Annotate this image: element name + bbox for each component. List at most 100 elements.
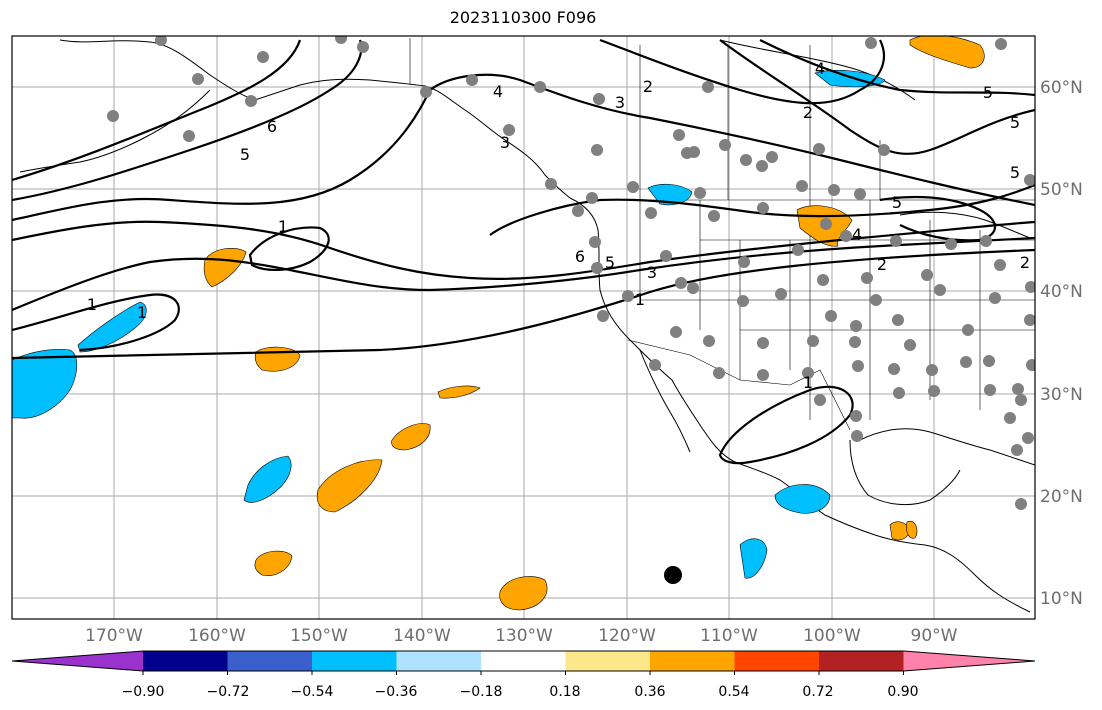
lon-label: 150°W	[290, 626, 348, 646]
contour-3	[12, 220, 1035, 280]
borders	[409, 38, 1035, 431]
contour-4	[12, 73, 1035, 222]
contour-label: 2	[877, 255, 887, 274]
contour-2	[12, 236, 1035, 312]
station-dots	[107, 36, 1035, 510]
lat-label: 20°N	[1040, 487, 1083, 507]
contour-label: 2	[1020, 253, 1030, 272]
plot-title: 2023110300 F096	[449, 8, 597, 27]
contour-label: 5	[892, 193, 902, 212]
contour-5b	[489, 183, 1035, 236]
contour-low-center	[248, 226, 330, 271]
contour-label: 5	[605, 253, 615, 272]
contour-label: 4	[852, 225, 862, 244]
lon-label: 100°W	[803, 626, 861, 646]
gulf-coast	[859, 428, 1035, 466]
lat-label: 60°N	[1040, 78, 1083, 98]
colorbar-segment	[227, 651, 313, 671]
colorbar-segment	[143, 651, 228, 671]
lat-label: 40°N	[1040, 282, 1083, 302]
contour-label: 6	[575, 247, 585, 266]
lon-label: 90°W	[911, 626, 958, 646]
orange-area-3	[437, 385, 481, 399]
negative-anomaly-fills	[12, 70, 886, 579]
colorbar	[11, 650, 1036, 675]
blue-area-west	[12, 349, 78, 419]
lon-label: 110°W	[700, 626, 758, 646]
colorbar-label: −0.54	[291, 684, 334, 700]
contour-label: 1	[87, 295, 97, 314]
contour-label: 5	[240, 145, 250, 164]
colorbar-segment	[396, 651, 482, 671]
contour-mexico	[718, 385, 854, 465]
orange-area-9	[909, 36, 985, 69]
colorbar-label: 0.54	[718, 684, 749, 700]
contour-lines	[12, 38, 1035, 465]
lat-label: 50°N	[1040, 180, 1083, 200]
colorbar-label: 0.18	[549, 684, 580, 700]
orange-area-1	[203, 247, 247, 288]
hudson-bay	[719, 39, 916, 101]
contour-label: 3	[500, 133, 510, 152]
contour-label: 1	[635, 290, 645, 309]
us-state-lines	[639, 200, 1035, 420]
colorbar-extend-min	[12, 651, 143, 671]
florida-yucatan	[849, 439, 961, 505]
colorbar-segment	[650, 651, 735, 671]
latitude-labels: 60°N 50°N 40°N 30°N 20°N 10°N	[1040, 78, 1083, 609]
aleutian-chain	[19, 89, 211, 173]
lat-label: 10°N	[1040, 589, 1083, 609]
contour-label: 1	[137, 303, 147, 322]
baja-peninsula	[639, 349, 691, 453]
lon-label: 130°W	[495, 626, 553, 646]
us-mexico-border	[627, 339, 851, 431]
great-lakes	[899, 211, 1031, 239]
colorbar-label: 0.90	[887, 684, 918, 700]
colorbar-segment	[481, 651, 566, 671]
positive-anomaly-fills	[203, 36, 985, 611]
contour-east-5	[759, 39, 1035, 97]
colorbar-label: 0.36	[634, 684, 665, 700]
contour-label: 5	[1010, 113, 1020, 132]
colorbar-segment	[312, 651, 397, 671]
lat-label: 30°N	[1040, 385, 1083, 405]
colorbar-segment	[734, 651, 820, 671]
colorbar-segment	[819, 651, 904, 671]
colorbar-label: 0.72	[802, 684, 833, 700]
colorbar-label: −0.18	[460, 684, 503, 700]
contour-label: 1	[803, 373, 813, 392]
blue-area-offshore	[739, 538, 768, 579]
colorbar-label: −0.90	[122, 684, 165, 700]
orange-area-6	[254, 550, 293, 576]
colorbar-labels: −0.90 −0.72 −0.54 −0.36 −0.18 0.18 0.36 …	[122, 684, 919, 700]
coastlines	[19, 39, 1035, 613]
contour-label: 6	[267, 117, 277, 136]
colorbar-label: −0.72	[207, 684, 250, 700]
canada-province-lines	[639, 45, 881, 200]
contour-1-low	[12, 248, 1035, 360]
contour-6	[12, 39, 302, 182]
orange-area-11	[906, 520, 918, 539]
pacific-coast	[569, 197, 1031, 613]
colorbar-label: −0.36	[375, 684, 418, 700]
orange-area-2	[254, 346, 301, 372]
lon-label: 120°W	[598, 626, 656, 646]
lon-label: 160°W	[188, 626, 246, 646]
contour-gulf-low	[879, 195, 997, 242]
contour-label: 3	[647, 263, 657, 282]
orange-area-7	[499, 576, 548, 611]
contour-east-canada-2	[599, 38, 885, 105]
lon-label: 170°W	[85, 626, 143, 646]
contour-label: 4	[493, 82, 503, 101]
contour-label: 5	[1010, 163, 1020, 182]
blue-area-plateau	[647, 183, 693, 206]
graticule	[12, 36, 1035, 619]
alaska-coast	[59, 39, 571, 199]
colorbar-extend-max	[903, 651, 1035, 671]
contour-labels: 1 1 1 2 2 3 3 4 4 4 5 5 5 5 5 6 6 1 5 2 …	[87, 59, 1030, 392]
lon-label: 140°W	[393, 626, 451, 646]
marker-point	[664, 566, 682, 584]
colorbar-segment	[565, 651, 651, 671]
contour-label: 3	[615, 93, 625, 112]
